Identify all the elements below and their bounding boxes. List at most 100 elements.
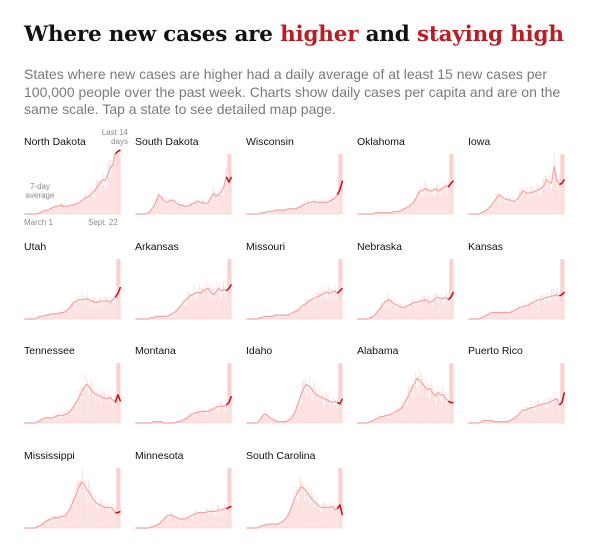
sparkline [246, 363, 344, 424]
recent-average-line [336, 180, 344, 196]
seven-day-average-line [24, 481, 116, 529]
state-chart-utah[interactable]: Utah [24, 233, 129, 329]
state-label: Minnesota [135, 450, 184, 462]
sparkline [246, 468, 344, 529]
recent-average-line [336, 287, 344, 294]
annotation-last-14-days: Last 14 days [101, 128, 128, 146]
last-14-days-band [227, 363, 232, 423]
last-14-days-band [338, 468, 343, 528]
seven-day-average-line [246, 384, 338, 424]
state-chart-iowa[interactable]: Iowa [468, 128, 573, 224]
seven-day-average-line [135, 287, 227, 320]
x-axis-start-label: March 1 [24, 218, 53, 227]
last-14-days-band [227, 468, 232, 528]
seven-day-average-line [357, 296, 449, 320]
sparkline [468, 363, 566, 424]
x-axis-end-label: Sept. 22 [88, 218, 118, 227]
state-chart-oklahoma[interactable]: Oklahoma [357, 128, 462, 224]
state-label: Kansas [468, 241, 504, 253]
state-chart-alabama[interactable]: Alabama [357, 337, 462, 433]
recent-average-line [225, 283, 233, 292]
sparkline [468, 151, 566, 215]
seven-day-average-line [135, 508, 227, 529]
sparkline [24, 363, 122, 424]
seven-day-average-line [468, 294, 560, 320]
sparkline [357, 363, 454, 424]
last-14-days-band [560, 259, 565, 319]
state-label: North Dakota [24, 136, 86, 148]
recent-average-line [558, 392, 566, 406]
state-chart-south-dakota[interactable]: South Dakota [135, 128, 240, 224]
state-chart-idaho[interactable]: Idaho [246, 337, 351, 433]
sparkline [135, 468, 232, 529]
state-label: Tennessee [24, 345, 75, 357]
sparkline [24, 468, 121, 529]
recent-average-line [447, 291, 455, 301]
state-label: Utah [24, 241, 47, 253]
state-label: Wisconsin [246, 136, 294, 148]
state-chart-tennessee[interactable]: Tennessee [24, 337, 129, 433]
state-chart-missouri[interactable]: Missouri [246, 233, 351, 329]
state-chart-nebraska[interactable]: Nebraska [357, 233, 462, 329]
state-label: Missouri [246, 241, 286, 253]
last-14-days-band [338, 154, 343, 214]
sparkline [24, 149, 121, 215]
state-chart-south-carolina[interactable]: South Carolina [246, 442, 351, 538]
title-highlight-staying-high: staying high [416, 22, 564, 47]
recent-average-line [336, 398, 344, 405]
state-label: Alabama [357, 345, 399, 357]
last-14-days-band [449, 363, 454, 423]
last-14-days-band [338, 259, 343, 319]
state-chart-arkansas[interactable]: Arkansas [135, 233, 240, 329]
seven-day-average-line [357, 377, 449, 424]
chart-subtitle: States where new cases are higher had a … [24, 66, 561, 117]
state-label: Montana [135, 345, 176, 357]
state-label: Mississippi [24, 450, 75, 462]
seven-day-average-line [24, 384, 116, 424]
recent-average-line [558, 291, 566, 297]
state-label: South Carolina [246, 450, 316, 462]
state-chart-kansas[interactable]: Kansas [468, 233, 573, 329]
sparkline [135, 363, 233, 424]
state-label: Oklahoma [357, 136, 405, 148]
chart-title: Where new cases are higher and staying h… [24, 22, 564, 47]
sparkline [357, 259, 455, 320]
state-chart-minnesota[interactable]: Minnesota [135, 442, 240, 538]
seven-day-average-line [357, 185, 449, 215]
sparkline [24, 259, 122, 320]
recent-average-line [225, 176, 233, 183]
state-label: Idaho [246, 345, 273, 357]
last-14-days-band [449, 154, 454, 214]
sparkline [357, 154, 455, 215]
state-chart-mississippi[interactable]: Mississippi [24, 442, 129, 538]
state-chart-montana[interactable]: Montana [135, 337, 240, 433]
recent-average-line [114, 394, 122, 403]
sparkline [135, 154, 233, 215]
recent-average-line [225, 395, 233, 406]
seven-day-average-line [468, 398, 560, 424]
recent-average-line [225, 505, 232, 510]
recent-average-line [447, 400, 454, 404]
state-label: Iowa [468, 136, 491, 148]
state-label: Arkansas [135, 241, 179, 253]
state-chart-wisconsin[interactable]: Wisconsin [246, 128, 351, 224]
state-chart-north-dakota[interactable]: North Dakota [24, 128, 129, 224]
state-chart-puerto-rico[interactable]: Puerto Rico [468, 337, 573, 433]
recent-average-line [115, 510, 121, 514]
last-14-days-band [338, 363, 343, 423]
seven-day-average-line [246, 290, 338, 320]
seven-day-average-line [135, 176, 227, 215]
last-14-days-band [116, 363, 121, 423]
seven-day-average-line [24, 153, 116, 215]
seven-day-average-line [246, 486, 338, 529]
sparkline [246, 259, 344, 320]
annotation-7-day-average: 7-day average [25, 182, 55, 200]
last-14-days-band [227, 154, 232, 214]
title-highlight-higher: higher [280, 22, 359, 47]
seven-day-average-line [468, 166, 560, 215]
state-label: Nebraska [357, 241, 402, 253]
last-14-days-band [116, 259, 121, 319]
state-label: Puerto Rico [468, 345, 523, 357]
seven-day-average-line [246, 194, 338, 215]
